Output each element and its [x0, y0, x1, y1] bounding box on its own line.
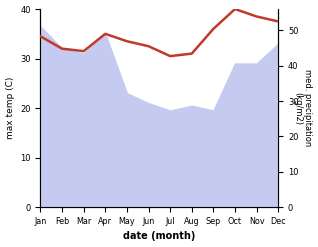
X-axis label: date (month): date (month)	[123, 231, 196, 242]
Y-axis label: max temp (C): max temp (C)	[5, 77, 15, 139]
Y-axis label: med. precipitation
(kg/m2): med. precipitation (kg/m2)	[293, 69, 313, 147]
